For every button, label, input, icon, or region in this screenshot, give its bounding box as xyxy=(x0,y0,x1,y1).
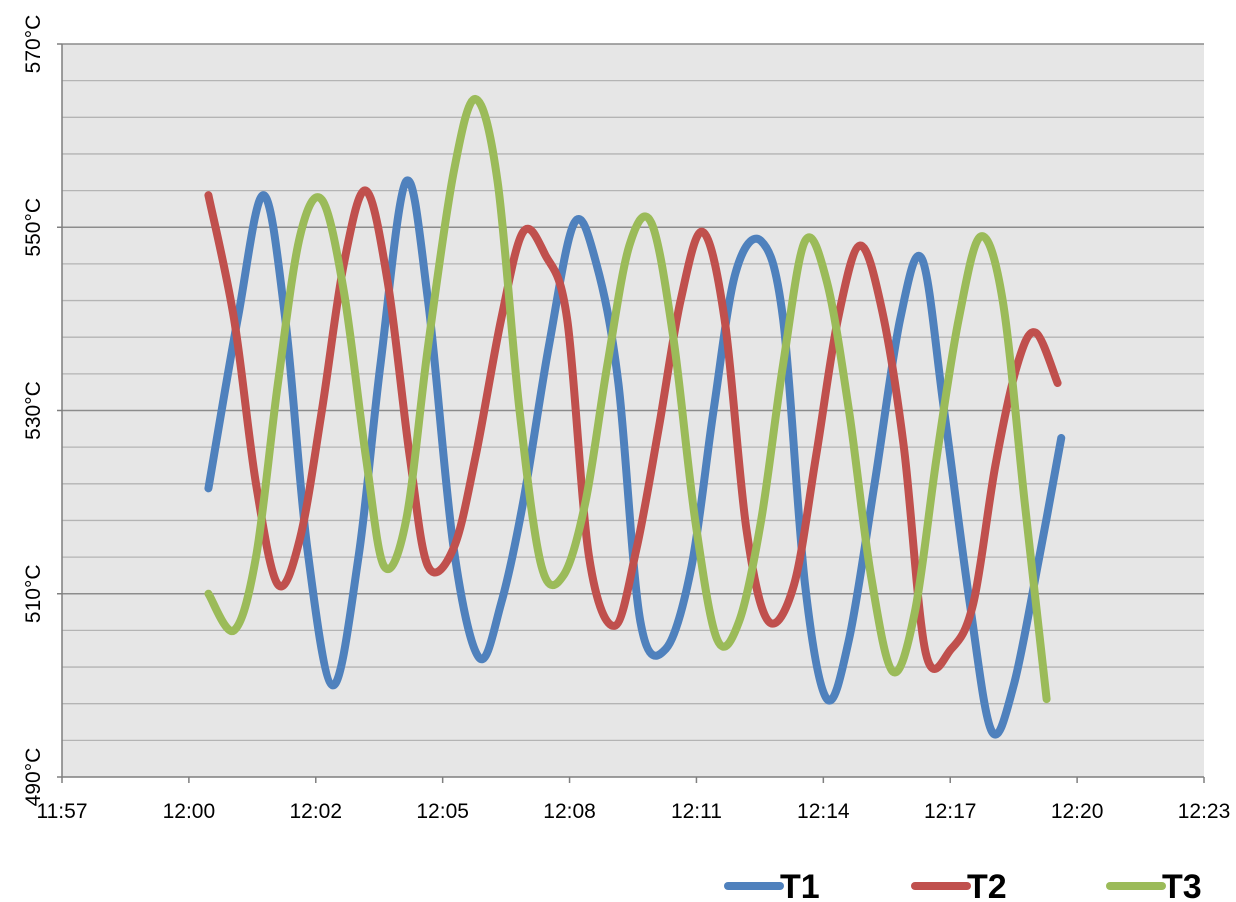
series-line-t1 xyxy=(204,176,1066,739)
y-tick-label: 570°C xyxy=(22,15,45,74)
series-line-t2 xyxy=(204,186,1062,673)
x-tick-label: 12:14 xyxy=(797,800,850,823)
x-tick-label: 12:23 xyxy=(1178,800,1231,823)
x-tick-label: 11:57 xyxy=(37,800,88,823)
x-tick-label: 12:08 xyxy=(543,800,596,823)
x-tick-label: 12:05 xyxy=(416,800,469,823)
legend-label-t1: T1 xyxy=(780,868,820,902)
series-lines xyxy=(204,94,1066,739)
legend-label-t2: T2 xyxy=(967,868,1007,902)
x-tick-label: 12:20 xyxy=(1051,800,1104,823)
y-tick-label: 490°C xyxy=(22,748,45,807)
legend: T1 T2 T3 xyxy=(724,868,1202,902)
x-tick-label: 12:17 xyxy=(924,800,977,823)
x-tick-label: 12:00 xyxy=(163,800,216,823)
x-tick-label: 12:11 xyxy=(671,800,722,823)
axis-ticks: 490°C 510°C 530°C 550°C 570°C 11:57 12:00 12:02… xyxy=(22,15,1230,823)
y-tick-label: 530°C xyxy=(22,381,45,440)
legend-label-t3: T3 xyxy=(1162,868,1202,902)
x-tick-label: 12:02 xyxy=(289,800,342,823)
series-line-t3 xyxy=(204,94,1051,704)
y-tick-label: 550°C xyxy=(22,198,45,257)
y-tick-label: 510°C xyxy=(22,564,45,623)
